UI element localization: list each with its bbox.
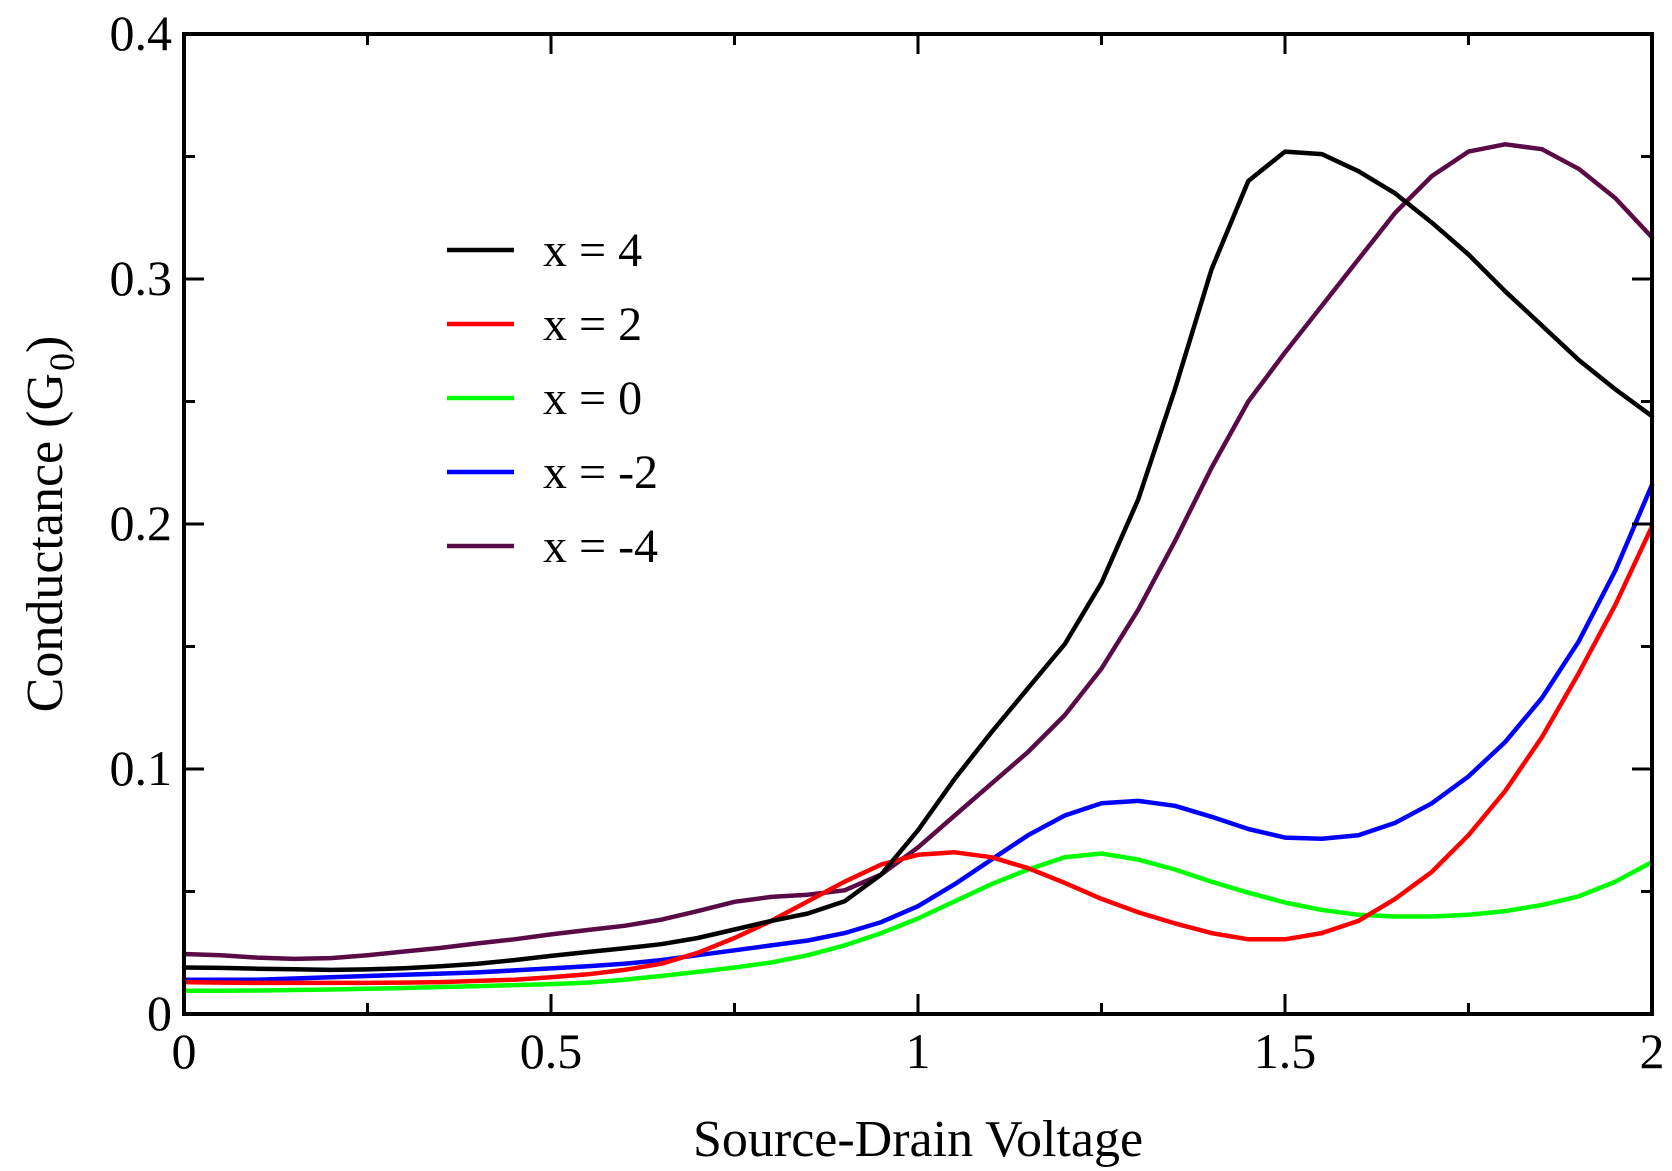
x-tick-label: 2: [1640, 1023, 1665, 1079]
series-line: [181, 482, 1655, 982]
series-layer: [181, 142, 1655, 993]
legend-label: x = 0: [543, 372, 642, 425]
series-line: [181, 524, 1655, 986]
legend-label: x = -4: [543, 520, 658, 573]
ticks-layer: 0 0.5 1 1.5 2 0 0.1 0.2 0.3 0.4: [110, 5, 1665, 1079]
y-axis-label-end: ): [17, 336, 74, 353]
y-tick-label: 0.4: [110, 5, 173, 61]
legend-label: x = -2: [543, 446, 658, 499]
y-axis-label: Conductance (G 0): [17, 336, 82, 713]
x-tick-label: 0: [172, 1023, 197, 1079]
series-line: [181, 851, 1655, 993]
y-tick-label: 0: [147, 985, 172, 1041]
y-axis-label-main: Conductance (G: [17, 373, 74, 712]
x-tick-label: 0.5: [520, 1023, 583, 1079]
x-axis-label: Source-Drain Voltage: [693, 1111, 1143, 1168]
legend: x = 4 x = 2 x = 0 x = -2 x = -4: [447, 224, 658, 573]
y-tick-label: 0.2: [110, 495, 173, 551]
plot-frame: [182, 32, 1654, 1016]
legend-label: x = 4: [543, 224, 642, 277]
legend-label: x = 2: [543, 298, 642, 351]
y-axis-label-subscript: 0: [42, 353, 82, 371]
x-tick-label: 1.5: [1254, 1023, 1317, 1079]
x-tick-label: 1: [906, 1023, 931, 1079]
series-line: [181, 149, 1655, 973]
y-tick-label: 0.1: [110, 740, 173, 796]
y-tick-label: 0.3: [110, 250, 173, 306]
series-line: [181, 142, 1655, 962]
